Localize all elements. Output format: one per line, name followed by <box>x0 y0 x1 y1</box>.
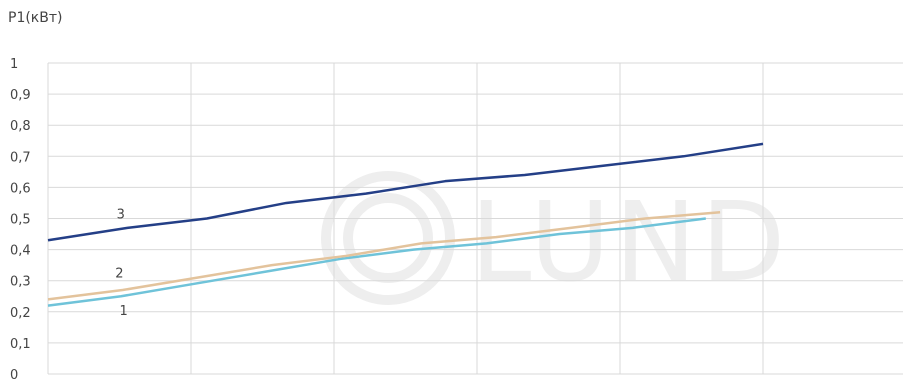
y-tick-label: 0 <box>10 368 18 379</box>
y-tick-label: 1 <box>10 57 18 72</box>
series-line-3 <box>47 142 764 242</box>
y-tick-label: 0,7 <box>10 150 31 165</box>
y-tick-label: 0,4 <box>10 244 31 259</box>
series-label-2: 2 <box>115 267 123 282</box>
y-tick-label: 0,3 <box>10 275 31 290</box>
y-tick-label: 0,5 <box>10 213 31 228</box>
series-line-1 <box>47 217 706 307</box>
y-axis-label: P1(кВт) <box>8 10 63 26</box>
lund-logo-watermark <box>321 171 455 305</box>
y-tick-label: 0,8 <box>10 119 31 134</box>
series-line-2 <box>47 211 721 301</box>
y-tick-label: 0,2 <box>10 306 31 321</box>
watermark-text: LUND <box>470 178 790 306</box>
y-tick-label: 0,6 <box>10 181 31 196</box>
y-tick-label: 0,1 <box>10 337 31 352</box>
series-label-3: 3 <box>117 208 125 223</box>
series-label-1: 1 <box>120 304 128 319</box>
y-tick-label: 0,9 <box>10 88 31 103</box>
